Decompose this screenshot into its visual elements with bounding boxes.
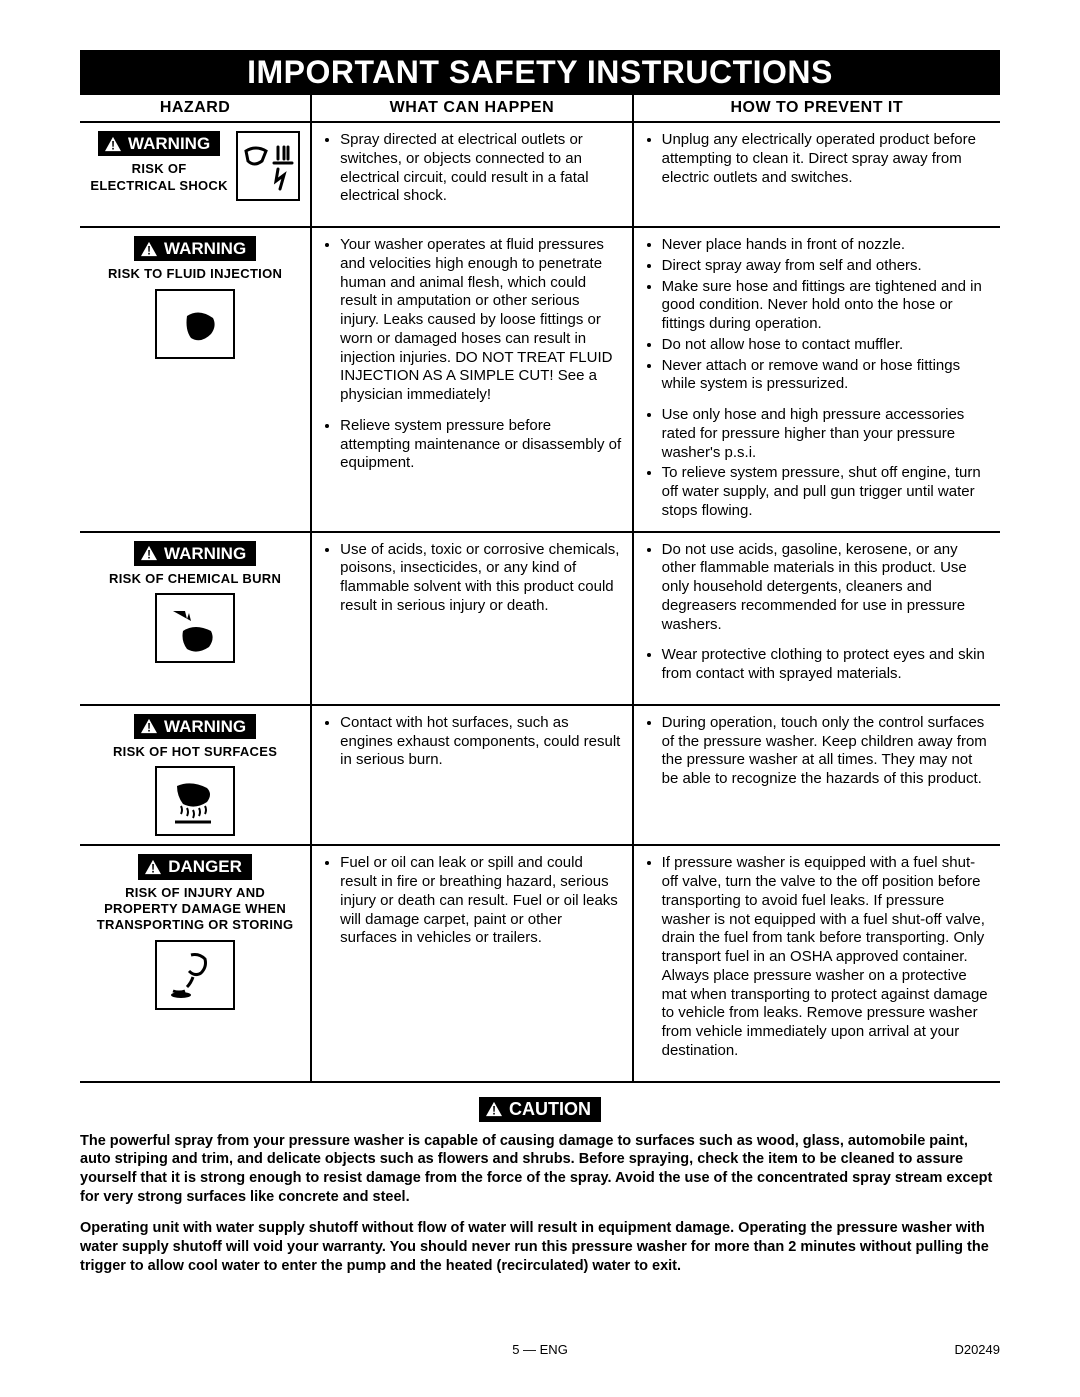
caution-paragraph: Operating unit with water supply shutoff… xyxy=(80,1219,1000,1276)
warning-badge: WARNING xyxy=(134,541,256,566)
alert-triangle-icon xyxy=(485,1101,503,1117)
prevent-item: Direct spray away from self and others. xyxy=(662,257,990,276)
safety-table: HAZARD WHAT CAN HAPPEN HOW TO PREVENT IT… xyxy=(80,95,1000,1083)
prevent-item: Never attach or remove wand or hose fitt… xyxy=(662,357,990,395)
page-footer: 5 — ENG D20249 xyxy=(80,1342,1000,1357)
caution-paragraph: The powerful spray from your pressure wa… xyxy=(80,1132,1000,1207)
prevent-item: Do not use acids, gasoline, kerosene, or… xyxy=(662,541,990,635)
prevent-item: If pressure washer is equipped with a fu… xyxy=(662,854,990,1060)
what-item: Fuel or oil can leak or spill and could … xyxy=(340,854,621,948)
col-header-what: WHAT CAN HAPPEN xyxy=(311,95,632,122)
chemical-burn-icon xyxy=(155,593,235,663)
prevent-item: Never place hands in front of nozzle. xyxy=(662,236,990,255)
table-row: WARNING RISK OF ELECTRICAL SHOCK Spray d… xyxy=(80,122,1000,227)
what-item: Relieve system pressure before attemptin… xyxy=(340,417,621,473)
alert-triangle-icon xyxy=(140,718,158,734)
table-row: WARNING RISK OF CHEMICAL BURN Use of aci… xyxy=(80,532,1000,705)
alert-triangle-icon xyxy=(144,859,162,875)
prevent-item: Use only hose and high pressure accessor… xyxy=(662,406,990,462)
spill-hazard-icon xyxy=(155,940,235,1010)
prevent-item: Wear protective clothing to protect eyes… xyxy=(662,646,990,684)
what-item: Use of acids, toxic or corrosive chemica… xyxy=(340,541,621,616)
prevent-item: Make sure hose and fittings are tightene… xyxy=(662,278,990,334)
warning-badge: WARNING xyxy=(98,131,220,156)
table-row: WARNING RISK OF HOT SURFACES Contact wit… xyxy=(80,705,1000,846)
hazard-title: RISK OF INJURY AND PROPERTY DAMAGE WHEN … xyxy=(90,885,300,934)
table-row: WARNING RISK TO FLUID INJECTION Your was… xyxy=(80,227,1000,532)
what-item: Spray directed at electrical outlets or … xyxy=(340,131,621,206)
col-header-hazard: HAZARD xyxy=(80,95,311,122)
alert-triangle-icon xyxy=(140,545,158,561)
what-item: Your washer operates at fluid pressures … xyxy=(340,236,621,405)
prevent-item: Do not allow hose to contact muffler. xyxy=(662,336,990,355)
col-header-prevent: HOW TO PREVENT IT xyxy=(633,95,1000,122)
table-row: DANGER RISK OF INJURY AND PROPERTY DAMAG… xyxy=(80,845,1000,1081)
alert-triangle-icon xyxy=(104,136,122,152)
page-title: IMPORTANT SAFETY INSTRUCTIONS xyxy=(80,50,1000,95)
warning-badge: WARNING xyxy=(134,236,256,261)
page-number: 5 — ENG xyxy=(512,1342,568,1357)
what-item: Contact with hot surfaces, such as engin… xyxy=(340,714,621,770)
hazard-title: RISK OF HOT SURFACES xyxy=(113,744,277,760)
fluid-injection-icon xyxy=(155,289,235,359)
danger-badge: DANGER xyxy=(138,854,252,879)
electrical-shock-icon xyxy=(236,131,300,201)
doc-number: D20249 xyxy=(954,1342,1000,1357)
caution-badge: CAUTION xyxy=(479,1097,601,1122)
prevent-item: Unplug any electrically operated product… xyxy=(662,131,990,187)
warning-badge: WARNING xyxy=(134,714,256,739)
hazard-title: RISK OF ELECTRICAL SHOCK xyxy=(90,161,228,194)
prevent-item: During operation, touch only the control… xyxy=(662,714,990,789)
hazard-title: RISK OF CHEMICAL BURN xyxy=(109,571,281,587)
alert-triangle-icon xyxy=(140,241,158,257)
hazard-title: RISK TO FLUID INJECTION xyxy=(108,266,282,282)
hot-surface-icon xyxy=(155,766,235,836)
prevent-item: To relieve system pressure, shut off eng… xyxy=(662,464,990,520)
